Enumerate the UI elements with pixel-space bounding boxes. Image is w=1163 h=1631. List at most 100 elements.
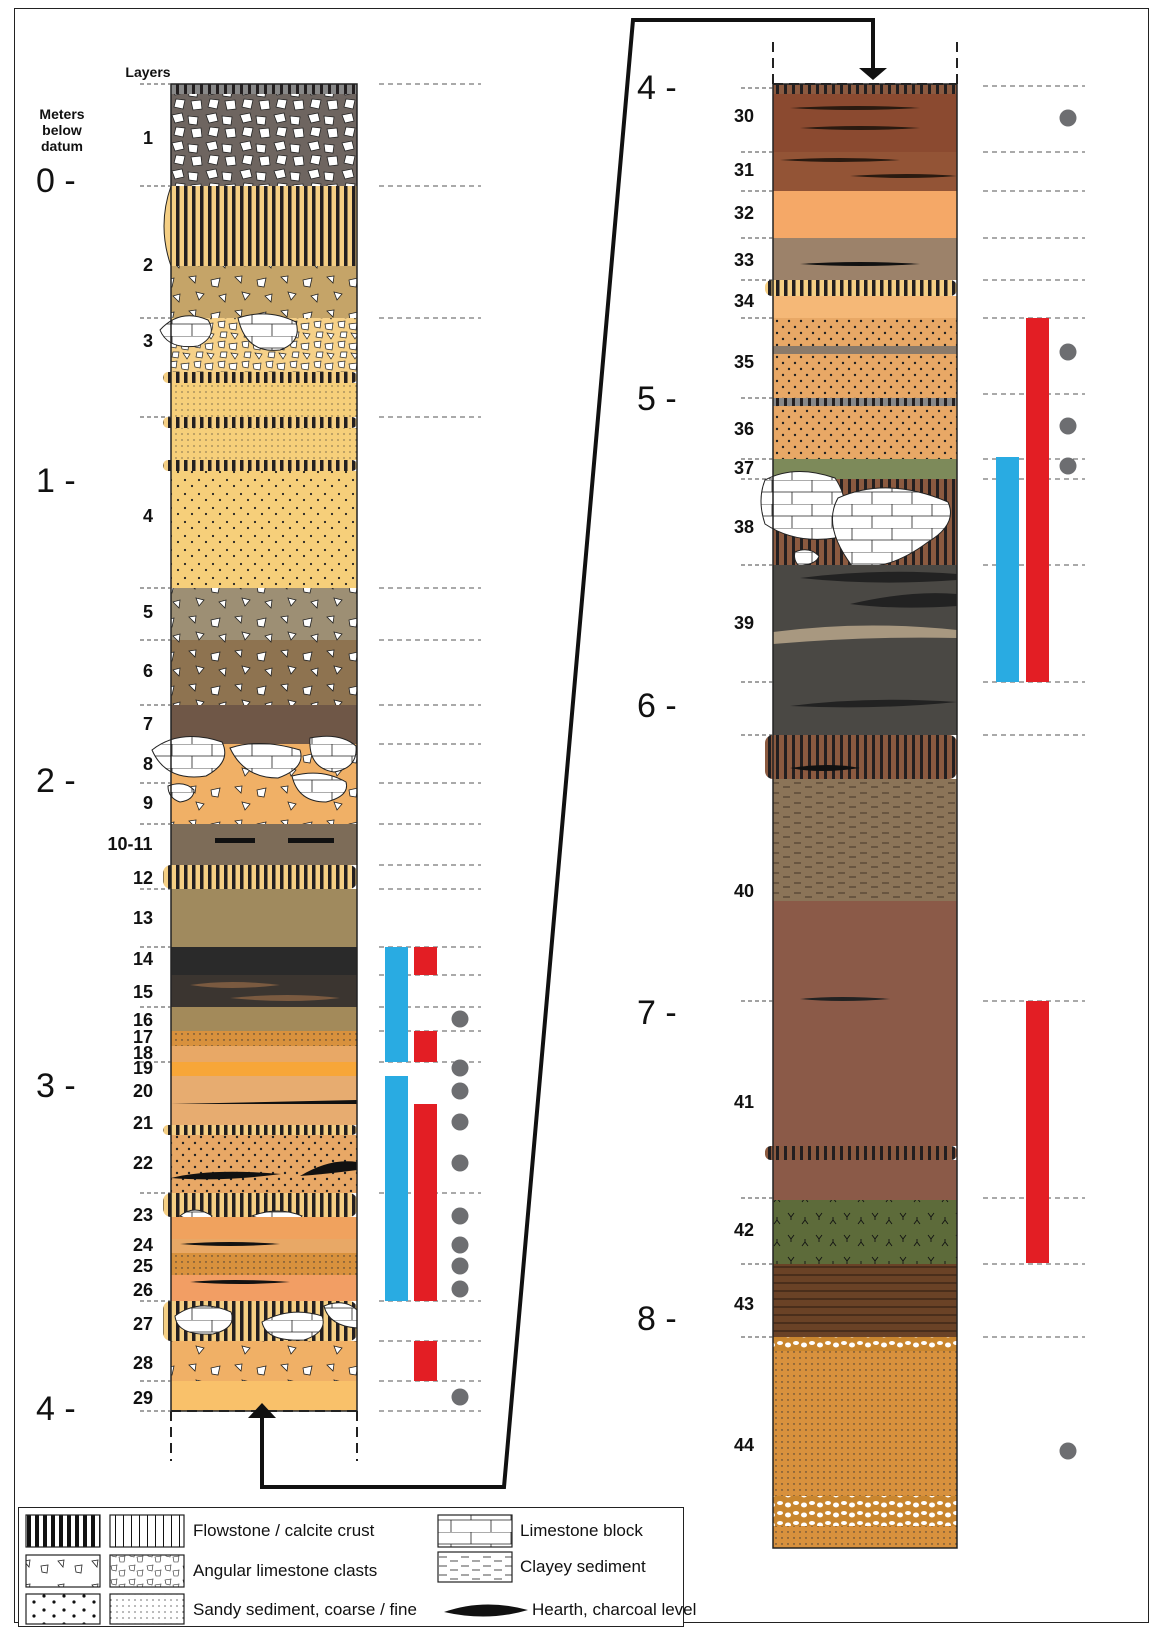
layer-16 <box>171 1007 357 1031</box>
layer-10-11 <box>171 824 357 865</box>
layer-20 <box>171 1076 357 1104</box>
layer-15 <box>171 975 357 1007</box>
sample-dot <box>1059 343 1077 361</box>
layer-label: 38 <box>734 517 754 537</box>
legend-clayey-label: Clayey sediment <box>520 1557 646 1576</box>
sample-dot <box>451 1388 469 1406</box>
layer-label: 16 <box>133 1010 153 1030</box>
depth-label: 3 - <box>36 1067 76 1105</box>
layer-label: 15 <box>133 982 153 1002</box>
layer-label: 20 <box>133 1081 153 1101</box>
layer-label: 42 <box>734 1220 754 1240</box>
layer-label: 43 <box>734 1294 754 1314</box>
layer-label: 40 <box>734 881 754 901</box>
layer-6 <box>171 640 357 705</box>
layers-header: Layers <box>125 64 170 80</box>
red-bar <box>414 1341 437 1381</box>
layer-14 <box>171 947 357 975</box>
red-bar <box>1026 1001 1049 1263</box>
legend: Flowstone / calcite crust Angular limest… <box>18 1507 696 1627</box>
layer-39 <box>773 565 957 735</box>
layer-label: 35 <box>734 352 754 372</box>
legend-swatches <box>25 1514 528 1625</box>
layer-label: 13 <box>133 908 153 928</box>
blue-bar <box>385 1076 408 1301</box>
layer-label: 33 <box>734 250 754 270</box>
blue-bar <box>996 457 1019 682</box>
layer-26 <box>171 1275 357 1301</box>
sample-dot <box>451 1010 469 1028</box>
layer-label: 17 <box>133 1027 153 1047</box>
depth-scale-left: 0 - 1 - 2 - 3 - 4 - <box>36 162 76 1428</box>
depth-scale-right: 4 - 5 - 6 - 7 - 8 - <box>637 69 677 1338</box>
depth-label: 6 - <box>637 687 677 725</box>
sample-dot <box>451 1207 469 1225</box>
layer-label: 34 <box>734 291 754 311</box>
right-sample-bars <box>996 318 1049 1263</box>
layer-40-flowstone <box>765 735 957 779</box>
layer-21 <box>171 1104 357 1125</box>
layer-label: 7 <box>143 714 153 734</box>
layer-label: 12 <box>133 868 153 888</box>
layer-44 <box>773 1351 957 1496</box>
depth-header-line2: below <box>42 122 82 138</box>
sample-dot <box>451 1113 469 1131</box>
layer-label: 31 <box>734 160 754 180</box>
red-bar <box>414 947 437 975</box>
layer-label: 21 <box>133 1113 153 1133</box>
layer-label: 25 <box>133 1256 153 1276</box>
depth-label: 4 - <box>36 1390 76 1428</box>
layer-labels-left: 1 2 3 4 5 6 7 8 9 10-11 12 13 14 15 16 1… <box>107 128 153 1408</box>
sample-dot <box>1059 417 1077 435</box>
sample-dot <box>1059 109 1077 127</box>
layer-31 <box>773 152 957 191</box>
legend-angular-label: Angular limestone clasts <box>193 1561 378 1580</box>
layer-30 <box>773 94 957 152</box>
layer-label: 22 <box>133 1153 153 1173</box>
layer-12-flowstone <box>163 865 357 889</box>
sample-dot <box>451 1236 469 1254</box>
depth-label: 1 - <box>36 462 76 500</box>
depth-label: 7 - <box>637 994 677 1032</box>
legend-limestone-label: Limestone block <box>520 1521 643 1540</box>
sample-dot <box>1059 1442 1077 1460</box>
layer-label: 23 <box>133 1205 153 1225</box>
layer-label: 44 <box>734 1435 754 1455</box>
layer-40 <box>773 779 957 901</box>
layer-25 <box>171 1253 357 1275</box>
depth-label: 2 - <box>36 762 76 800</box>
calcite-crust-swatch <box>109 1514 185 1548</box>
layer-24 <box>171 1239 357 1253</box>
right-layer-ticks <box>741 87 773 1338</box>
coarse-sand-swatch <box>25 1593 101 1625</box>
layer-13 <box>171 889 357 947</box>
layer-36 <box>773 406 957 459</box>
hearth-swatch <box>444 1604 528 1617</box>
layer-label: 1 <box>143 128 153 148</box>
layer-33 <box>773 238 957 280</box>
layer-label: 2 <box>143 255 153 275</box>
blue-bar <box>385 947 408 1062</box>
layer-4-sand <box>171 471 357 588</box>
layer-label: 24 <box>133 1235 153 1255</box>
red-bar <box>1026 318 1049 682</box>
layer-18 <box>171 1046 357 1062</box>
layer-41-lower <box>773 1160 957 1200</box>
layer-label: 36 <box>734 419 754 439</box>
depth-label: 8 - <box>637 1300 677 1338</box>
depth-label: 4 - <box>637 69 677 107</box>
right-column <box>760 40 958 1549</box>
depth-header-line1: Meters <box>39 106 84 122</box>
layer-label: 32 <box>734 203 754 223</box>
layer-label: 39 <box>734 613 754 633</box>
left-layer-ticks <box>140 83 171 1412</box>
layer-5 <box>171 588 357 640</box>
fine-sand-swatch <box>109 1593 185 1625</box>
legend-flowstone-label: Flowstone / calcite crust <box>193 1521 375 1540</box>
left-sample-bars <box>385 947 437 1381</box>
layer-22 <box>171 1135 357 1193</box>
layer-label: 4 <box>143 506 153 526</box>
layer-32 <box>773 191 957 238</box>
layer-label: 3 <box>143 331 153 351</box>
